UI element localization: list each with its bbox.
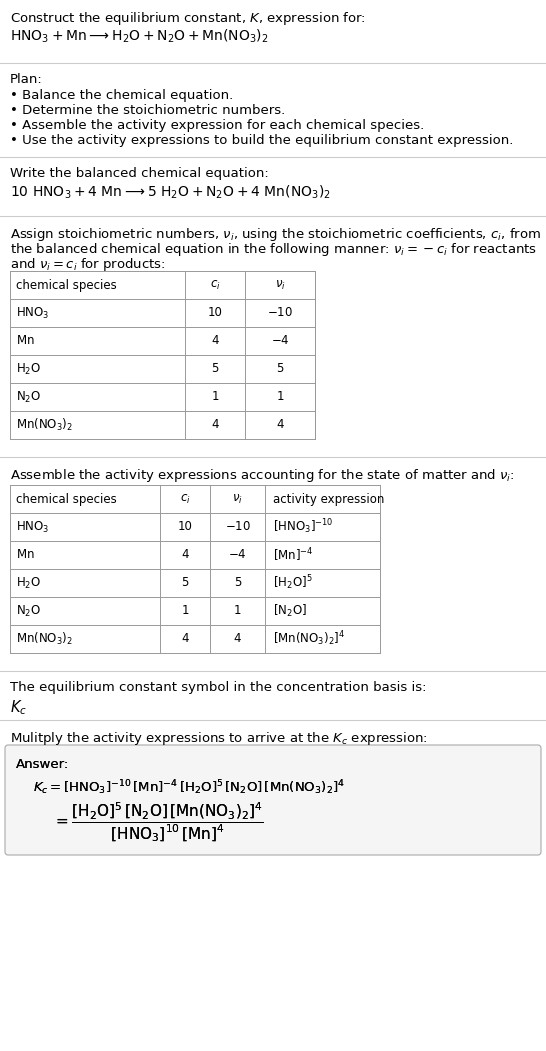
Text: 4: 4: [211, 334, 219, 348]
Text: • Determine the stoichiometric numbers.: • Determine the stoichiometric numbers.: [10, 104, 285, 117]
Text: 4: 4: [234, 633, 241, 645]
Text: $-10$: $-10$: [224, 520, 251, 534]
Text: 10: 10: [177, 520, 192, 534]
Text: 5: 5: [211, 363, 219, 375]
Text: Assemble the activity expressions accounting for the state of matter and $\nu_i$: Assemble the activity expressions accoun…: [10, 467, 515, 485]
Text: $-4$: $-4$: [271, 334, 289, 348]
Text: 4: 4: [211, 418, 219, 432]
Text: $[\mathrm{Mn(NO_3)_2}]^{4}$: $[\mathrm{Mn(NO_3)_2}]^{4}$: [273, 630, 345, 648]
Text: the balanced chemical equation in the following manner: $\nu_i = -c_i$ for react: the balanced chemical equation in the fo…: [10, 241, 537, 257]
Text: $\mathrm{N_2O}$: $\mathrm{N_2O}$: [16, 603, 41, 619]
Text: $\mathrm{HNO_3}$: $\mathrm{HNO_3}$: [16, 519, 50, 535]
Text: $= \dfrac{[\mathrm{H_2O}]^5\,[\mathrm{N_2O}]\,[\mathrm{Mn(NO_3)_2}]^4}{[\mathrm{: $= \dfrac{[\mathrm{H_2O}]^5\,[\mathrm{N_…: [53, 800, 264, 844]
Text: $\mathrm{Mn}$: $\mathrm{Mn}$: [16, 549, 34, 561]
Text: $\mathrm{HNO_3 + Mn} \longrightarrow \mathrm{H_2O + N_2O + Mn(NO_3)_2}$: $\mathrm{HNO_3 + Mn} \longrightarrow \ma…: [10, 28, 269, 45]
Text: $c_i$: $c_i$: [180, 493, 191, 506]
Text: $[\mathrm{Mn}]^{-4}$: $[\mathrm{Mn}]^{-4}$: [273, 547, 313, 563]
Text: 4: 4: [181, 633, 189, 645]
Text: 1: 1: [234, 604, 241, 618]
Text: $K_c = [\mathrm{HNO_3}]^{-10}\,[\mathrm{Mn}]^{-4}\,[\mathrm{H_2O}]^5\,[\mathrm{N: $K_c = [\mathrm{HNO_3}]^{-10}\,[\mathrm{…: [33, 778, 345, 797]
Text: $\mathrm{H_2O}$: $\mathrm{H_2O}$: [16, 576, 41, 591]
Text: $\mathrm{Mn}$: $\mathrm{Mn}$: [16, 334, 34, 348]
Text: $\mathrm{HNO_3}$: $\mathrm{HNO_3}$: [16, 306, 50, 321]
Text: $-4$: $-4$: [228, 549, 247, 561]
Text: 10: 10: [207, 307, 222, 320]
Text: $= \dfrac{[\mathrm{H_2O}]^5\,[\mathrm{N_2O}]\,[\mathrm{Mn(NO_3)_2}]^4}{[\mathrm{: $= \dfrac{[\mathrm{H_2O}]^5\,[\mathrm{N_…: [53, 800, 264, 844]
Text: 4: 4: [181, 549, 189, 561]
Text: Construct the equilibrium constant, $K$, expression for:: Construct the equilibrium constant, $K$,…: [10, 11, 366, 27]
Text: $[\mathrm{H_2O}]^{5}$: $[\mathrm{H_2O}]^{5}$: [273, 574, 312, 593]
Text: $c_i$: $c_i$: [210, 279, 221, 291]
Text: 1: 1: [276, 391, 284, 404]
FancyBboxPatch shape: [5, 745, 541, 856]
Text: $\nu_i$: $\nu_i$: [232, 493, 243, 506]
Text: 4: 4: [276, 418, 284, 432]
Text: $K_c$: $K_c$: [10, 698, 27, 717]
Text: $\mathrm{Mn(NO_3)_2}$: $\mathrm{Mn(NO_3)_2}$: [16, 417, 73, 433]
Text: $\mathrm{N_2O}$: $\mathrm{N_2O}$: [16, 390, 41, 405]
Text: 5: 5: [234, 577, 241, 590]
Text: and $\nu_i = c_i$ for products:: and $\nu_i = c_i$ for products:: [10, 256, 165, 273]
Text: $K_c = [\mathrm{HNO_3}]^{-10}\,[\mathrm{Mn}]^{-4}\,[\mathrm{H_2O}]^5\,[\mathrm{N: $K_c = [\mathrm{HNO_3}]^{-10}\,[\mathrm{…: [33, 778, 345, 797]
Text: 1: 1: [181, 604, 189, 618]
Text: • Use the activity expressions to build the equilibrium constant expression.: • Use the activity expressions to build …: [10, 133, 513, 147]
Text: • Balance the chemical equation.: • Balance the chemical equation.: [10, 89, 233, 102]
Text: $-10$: $-10$: [267, 307, 293, 320]
Text: Answer:: Answer:: [16, 758, 69, 771]
Text: The equilibrium constant symbol in the concentration basis is:: The equilibrium constant symbol in the c…: [10, 681, 426, 694]
Text: Assign stoichiometric numbers, $\nu_i$, using the stoichiometric coefficients, $: Assign stoichiometric numbers, $\nu_i$, …: [10, 226, 541, 243]
Text: Mulitply the activity expressions to arrive at the $K_c$ expression:: Mulitply the activity expressions to arr…: [10, 730, 428, 747]
Text: $\nu_i$: $\nu_i$: [275, 279, 286, 291]
Text: $[\mathrm{N_2O}]$: $[\mathrm{N_2O}]$: [273, 603, 307, 619]
Text: chemical species: chemical species: [16, 279, 117, 291]
Text: 1: 1: [211, 391, 219, 404]
Text: 5: 5: [276, 363, 284, 375]
Text: activity expression: activity expression: [273, 493, 384, 506]
Text: Answer:: Answer:: [16, 758, 69, 771]
Text: Write the balanced chemical equation:: Write the balanced chemical equation:: [10, 167, 269, 180]
Text: $\mathrm{H_2O}$: $\mathrm{H_2O}$: [16, 362, 41, 376]
Text: Plan:: Plan:: [10, 73, 43, 86]
Text: $[\mathrm{HNO_3}]^{-10}$: $[\mathrm{HNO_3}]^{-10}$: [273, 518, 334, 536]
Text: $\mathrm{Mn(NO_3)_2}$: $\mathrm{Mn(NO_3)_2}$: [16, 631, 73, 647]
Text: chemical species: chemical species: [16, 493, 117, 506]
Text: • Assemble the activity expression for each chemical species.: • Assemble the activity expression for e…: [10, 119, 424, 132]
Text: $10\ \mathrm{HNO_3 + 4\ Mn} \longrightarrow 5\ \mathrm{H_2O + N_2O + 4\ Mn(NO_3): $10\ \mathrm{HNO_3 + 4\ Mn} \longrightar…: [10, 184, 331, 202]
Text: 5: 5: [181, 577, 189, 590]
